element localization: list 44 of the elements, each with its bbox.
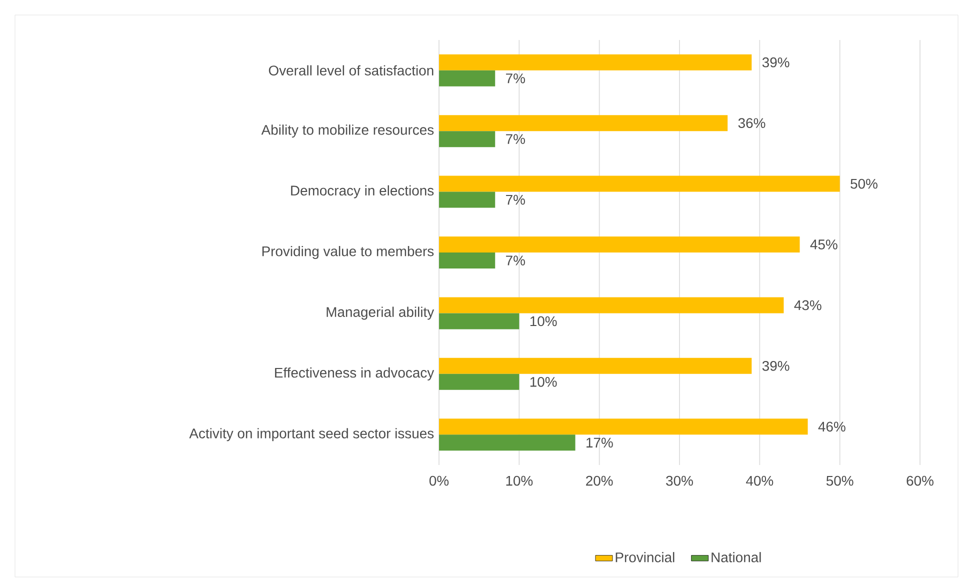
data-label: 7% [506,256,525,266]
legend-label: National [712,552,761,562]
bar [439,252,496,269]
bar [439,418,808,435]
data-label: 7% [506,73,525,84]
bar [439,54,752,70]
y-tick-label: Managerial ability [326,306,434,320]
y-tick-label: Activity on important seed sector issues [189,428,434,442]
data-label: 50% [850,178,878,189]
bar [439,176,840,192]
bar [439,115,728,132]
data-label: 7% [506,194,525,205]
data-label: 43% [794,300,822,310]
x-tick-label: 50% [826,476,854,486]
data-label: 10% [530,376,557,387]
data-label: 36% [738,118,766,128]
bar [439,192,496,208]
y-tick-label: Providing value to members [262,246,434,259]
bar [439,358,752,374]
data-label: 39% [762,57,790,68]
x-tick-label: 60% [906,476,934,486]
data-label: 46% [818,422,846,432]
x-tick-label: 40% [746,476,774,486]
bar [439,374,520,390]
y-tick-label: Ability to mobilize resources [261,124,434,138]
data-label: 7% [506,134,525,144]
bar [439,236,800,253]
y-tick-label: Overall level of satisfaction [268,65,434,76]
bar [439,70,496,86]
x-tick-label: 0% [429,476,449,486]
data-label: 39% [762,360,790,371]
data-label: 10% [530,316,557,326]
x-tick-label: 30% [666,476,693,486]
y-tick-label: Democracy in elections [291,185,434,198]
bar [439,297,784,314]
legend-label: Provincial [616,552,674,562]
bar [439,313,520,330]
y-tick-label: Effectiveness in advocacy [275,367,434,380]
x-tick-label: 20% [586,476,613,486]
bar [439,131,496,148]
data-label: 17% [586,438,613,448]
x-tick-label: 10% [506,476,533,486]
data-label: 45% [810,240,838,250]
bar [439,434,576,451]
